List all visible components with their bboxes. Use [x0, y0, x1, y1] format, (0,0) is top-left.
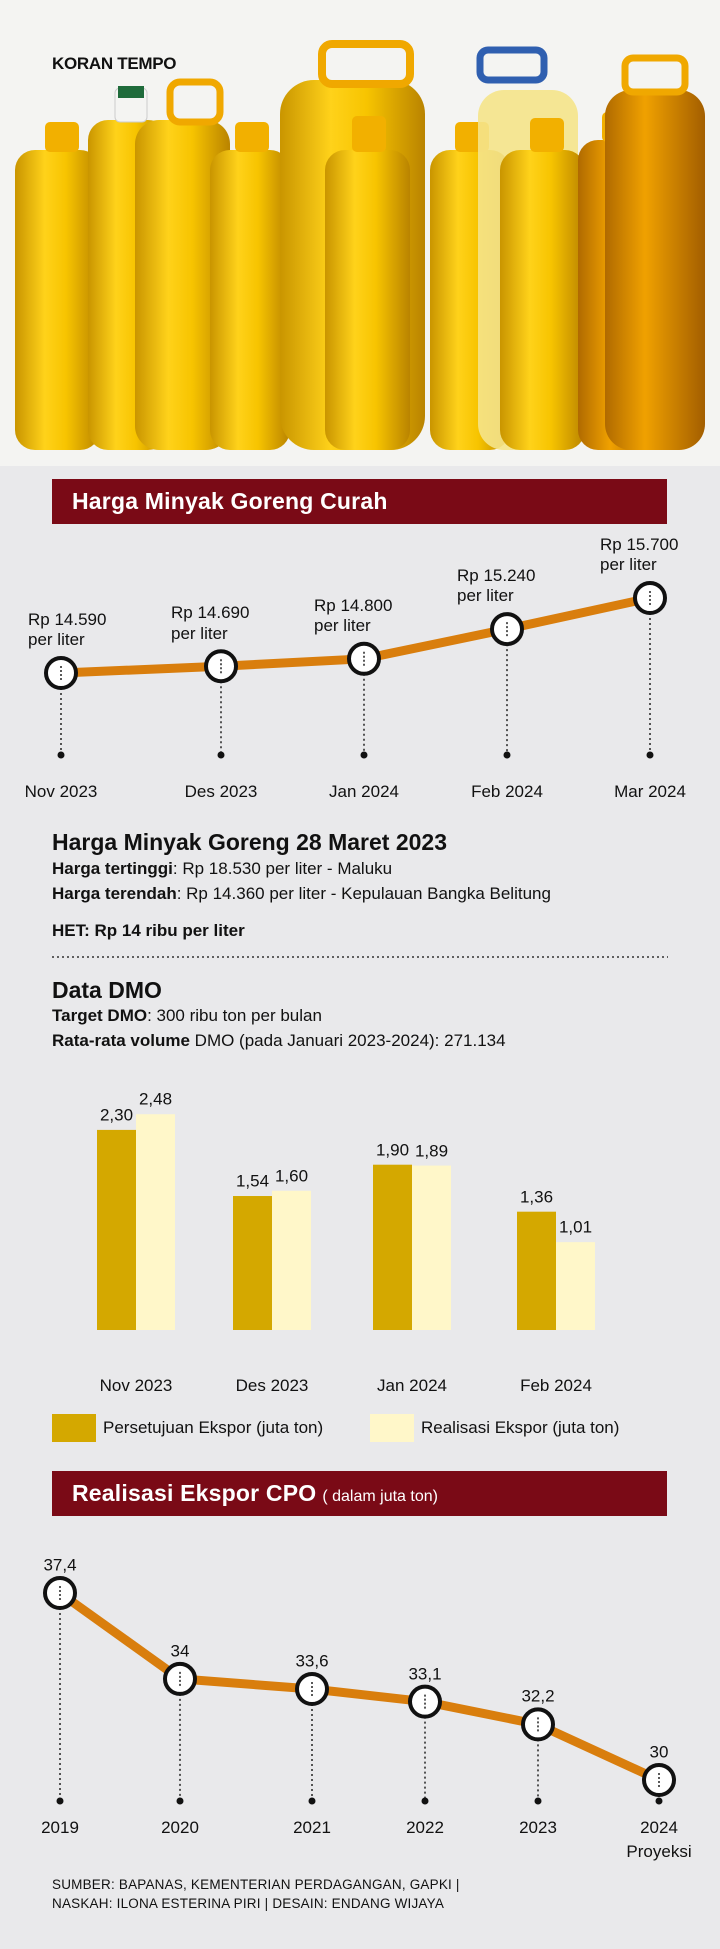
legend-label: Persetujuan Ekspor (juta ton) [103, 1418, 324, 1437]
dmo-title: Data DMO [52, 977, 162, 1003]
dmo-text: : 300 ribu ton per bulan [147, 1006, 322, 1025]
chart-title: Realisasi Ekspor CPO [72, 1480, 317, 1506]
legend-swatch [52, 1414, 96, 1442]
value-label: 2,48 [138, 1089, 173, 1109]
data-point [408, 1684, 442, 1719]
data-point [521, 1707, 555, 1742]
x-tick-label: 2023 [519, 1818, 557, 1837]
photo [0, 0, 720, 466]
drop-dot [655, 1797, 663, 1805]
value-label: 2,30 [99, 1105, 134, 1125]
value-label: Rp 15.700 per liter [600, 535, 679, 575]
value-label: 30 [649, 1742, 669, 1762]
x-tick-label: Jan 2024 [329, 782, 399, 801]
value-label: 1,54 [235, 1171, 270, 1191]
bar [412, 1165, 451, 1330]
drop-dot [646, 751, 654, 759]
drop-dot [57, 751, 65, 759]
value-label: 1,01 [558, 1217, 593, 1237]
info-text: : Rp 18.530 per liter - Maluku [172, 859, 393, 878]
bar [97, 1129, 136, 1330]
chart-subtitle: ( dalam juta ton) [322, 1488, 438, 1505]
x-tick-label: 2022 [406, 1818, 444, 1837]
bar [233, 1196, 272, 1330]
chart-title-bar: Harga Minyak Goreng Curah [52, 479, 667, 524]
footer: NASKAH: ILONA ESTERINA PIRI | DESAIN: EN… [52, 1896, 445, 1911]
data-point [295, 1672, 329, 1707]
x-tick-label: Feb 2024 [471, 782, 543, 801]
drop-dot [421, 1797, 429, 1805]
data-point [43, 1576, 77, 1610]
x-tick-label: 2019 [41, 1818, 79, 1837]
value-label: Rp 14.590 per liter [28, 610, 107, 650]
value-label: Rp 14.690 per liter [171, 603, 250, 643]
value-label: Rp 14.800 per liter [314, 596, 393, 636]
drop-dot [217, 751, 225, 759]
dmo-label: Target DMO [52, 1006, 148, 1025]
bar [556, 1242, 595, 1330]
value-label: 1,60 [274, 1166, 309, 1186]
value-label: Rp 15.240 per liter [457, 566, 536, 606]
drop-dot [56, 1797, 64, 1805]
bar [272, 1190, 311, 1330]
value-label: 1,90 [375, 1140, 410, 1160]
value-label: 37,4 [43, 1555, 77, 1575]
bar [517, 1211, 556, 1330]
value-label: 1,36 [519, 1187, 554, 1207]
data-point [347, 641, 381, 676]
annotation: Proyeksi [626, 1842, 692, 1861]
x-tick-label: Nov 2023 [99, 1376, 173, 1395]
drop-dot [176, 1797, 184, 1805]
value-label: 34 [170, 1641, 190, 1661]
x-tick-label: Jan 2024 [377, 1376, 447, 1395]
info-text: : Rp 14.360 per liter - Kepulauan Bangka… [176, 884, 551, 903]
x-tick-label: Feb 2024 [520, 1376, 592, 1395]
chart-title-bar: Realisasi Ekspor CPO ( dalam juta ton) [52, 1471, 667, 1516]
info-line: Harga terendah: Rp 14.360 per liter - Ke… [52, 884, 551, 904]
value-label: 32,2 [521, 1687, 555, 1706]
legend-label: Realisasi Ekspor (juta ton) [421, 1418, 620, 1437]
data-point [490, 612, 524, 647]
value-label: 33,1 [408, 1664, 442, 1684]
info-label: Harga tertinggi [52, 859, 173, 878]
data-point [633, 581, 667, 615]
drop-dot [534, 1797, 542, 1805]
drop-dot [360, 751, 368, 759]
info-title: Harga Minyak Goreng 28 Maret 2023 [52, 829, 447, 855]
value-label: 1,89 [414, 1141, 449, 1161]
bar [136, 1114, 175, 1330]
info-label: Harga terendah [52, 884, 177, 903]
value-label: 33,6 [295, 1651, 329, 1671]
data-line [57, 1589, 661, 1785]
x-tick-label: Nov 2023 [24, 782, 98, 801]
bar [373, 1164, 412, 1330]
x-tick-label: 2020 [161, 1818, 199, 1837]
brand: KORAN TEMPO [52, 54, 177, 73]
drop-dot [503, 751, 511, 759]
info-line: Harga tertinggi: Rp 18.530 per liter - M… [52, 859, 392, 879]
footer: SUMBER: BAPANAS, KEMENTERIAN PERDAGANGAN… [52, 1877, 460, 1892]
x-tick-label: Mar 2024 [614, 782, 686, 801]
dmo-line: Rata-rata volume DMO (pada Januari 2023-… [52, 1031, 506, 1051]
x-tick-label: Des 2023 [235, 1376, 309, 1395]
x-tick-label: Des 2023 [184, 782, 258, 801]
data-point [44, 656, 78, 690]
drop-dot [308, 1797, 316, 1805]
x-tick-label: 2021 [293, 1818, 331, 1837]
dmo-text: DMO (pada Januari 2023-2024): 271.134 [189, 1031, 506, 1050]
dmo-line: Target DMO: 300 ribu ton per bulan [52, 1006, 322, 1026]
het: HET: Rp 14 ribu per liter [52, 921, 245, 940]
chart-title: Harga Minyak Goreng Curah [72, 488, 388, 514]
data-point [642, 1763, 676, 1797]
data-point [163, 1661, 197, 1696]
legend-swatch [370, 1414, 414, 1442]
x-tick-label: 2024 [640, 1818, 678, 1837]
dmo-label: Rata-rata volume [52, 1031, 190, 1050]
data-point [204, 649, 238, 684]
